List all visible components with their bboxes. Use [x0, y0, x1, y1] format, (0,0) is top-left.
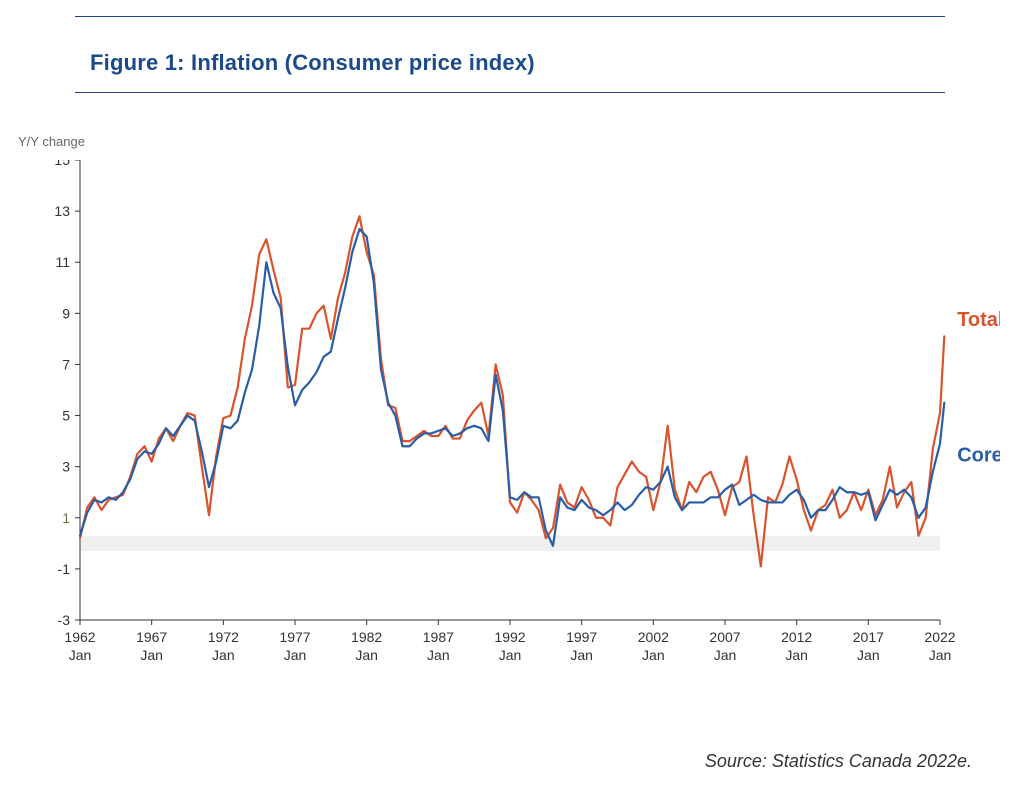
svg-text:1982: 1982	[351, 629, 382, 645]
svg-text:Jan: Jan	[499, 647, 522, 663]
svg-text:3: 3	[62, 459, 70, 475]
svg-text:1992: 1992	[494, 629, 525, 645]
svg-text:Jan: Jan	[929, 647, 952, 663]
svg-text:Jan: Jan	[355, 647, 378, 663]
series-label-core: Core	[957, 445, 1000, 467]
inflation-line-chart: -3-1135791113151962Jan1967Jan1972Jan1977…	[40, 160, 1000, 720]
svg-text:9: 9	[62, 305, 70, 321]
svg-text:Jan: Jan	[69, 647, 92, 663]
svg-text:Jan: Jan	[857, 647, 880, 663]
svg-text:Jan: Jan	[642, 647, 665, 663]
svg-text:Jan: Jan	[714, 647, 737, 663]
svg-text:Jan: Jan	[284, 647, 307, 663]
svg-text:11: 11	[55, 254, 70, 270]
svg-text:13: 13	[54, 203, 70, 219]
svg-text:1972: 1972	[208, 629, 239, 645]
svg-text:7: 7	[62, 356, 70, 372]
svg-text:1967: 1967	[136, 629, 167, 645]
svg-text:1987: 1987	[423, 629, 454, 645]
svg-text:Jan: Jan	[212, 647, 235, 663]
svg-text:2017: 2017	[853, 629, 884, 645]
svg-text:-1: -1	[58, 561, 71, 577]
svg-text:2022: 2022	[924, 629, 955, 645]
svg-text:1962: 1962	[64, 629, 95, 645]
svg-text:Jan: Jan	[140, 647, 163, 663]
svg-text:Jan: Jan	[427, 647, 450, 663]
top-rule	[75, 16, 945, 17]
svg-text:Jan: Jan	[570, 647, 593, 663]
svg-text:1: 1	[62, 510, 70, 526]
y-axis-label: Y/Y change	[18, 134, 85, 149]
svg-text:2007: 2007	[709, 629, 740, 645]
svg-text:5: 5	[62, 408, 70, 424]
svg-text:2002: 2002	[638, 629, 669, 645]
svg-text:2012: 2012	[781, 629, 812, 645]
svg-text:1997: 1997	[566, 629, 597, 645]
title-underline	[75, 92, 945, 93]
series-core	[80, 229, 944, 546]
svg-text:Jan: Jan	[785, 647, 808, 663]
series-label-total: Total	[957, 309, 1000, 331]
svg-text:-3: -3	[58, 612, 71, 628]
figure-title: Figure 1: Inflation (Consumer price inde…	[90, 50, 535, 76]
svg-text:1977: 1977	[279, 629, 310, 645]
source-attribution: Source: Statistics Canada 2022e.	[705, 751, 972, 772]
svg-text:15: 15	[54, 160, 70, 168]
